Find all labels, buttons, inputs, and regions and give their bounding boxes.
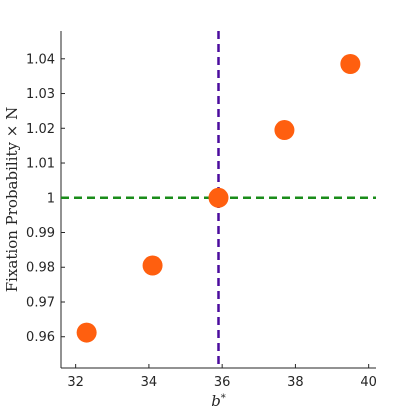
data-point bbox=[76, 322, 97, 343]
x-tick-label: 38 bbox=[287, 375, 304, 390]
y-ticks: 0.96 0.97 0.98 0.99 1 1.01 1.02 1.03 1.04 bbox=[26, 52, 65, 345]
x-tick-label: 32 bbox=[67, 375, 84, 390]
y-tick-label: 1.03 bbox=[26, 87, 55, 102]
x-tick-label: 40 bbox=[360, 375, 377, 390]
x-tick-label: 36 bbox=[214, 375, 231, 390]
data-points bbox=[76, 54, 361, 343]
x-tick-label: 34 bbox=[141, 375, 158, 390]
y-tick-label: 1.02 bbox=[26, 122, 55, 137]
y-axis-label: Fixation Probability × N bbox=[3, 107, 21, 292]
y-tick-label: 0.99 bbox=[26, 226, 55, 241]
y-tick-label: 0.98 bbox=[26, 261, 55, 276]
data-point bbox=[142, 255, 163, 276]
x-axis-label-base: b bbox=[211, 392, 221, 410]
x-axis-label-sup: * bbox=[221, 393, 226, 404]
y-tick-label: 1.04 bbox=[26, 52, 55, 67]
y-tick-label: 1.01 bbox=[26, 157, 55, 172]
x-axis-label: b* bbox=[211, 392, 226, 410]
x-ticks: 32 34 36 38 40 bbox=[67, 364, 377, 390]
y-tick-label: 0.96 bbox=[26, 330, 55, 345]
data-point bbox=[340, 54, 361, 75]
plot-area: 32 34 36 38 40 0.96 0.97 0.98 0.99 1 1.01 1.02 1.03… bbox=[26, 31, 377, 390]
y-tick-label: 1 bbox=[47, 191, 55, 206]
y-tick-label: 0.97 bbox=[26, 295, 55, 310]
data-point bbox=[208, 187, 229, 208]
data-point bbox=[274, 120, 295, 141]
